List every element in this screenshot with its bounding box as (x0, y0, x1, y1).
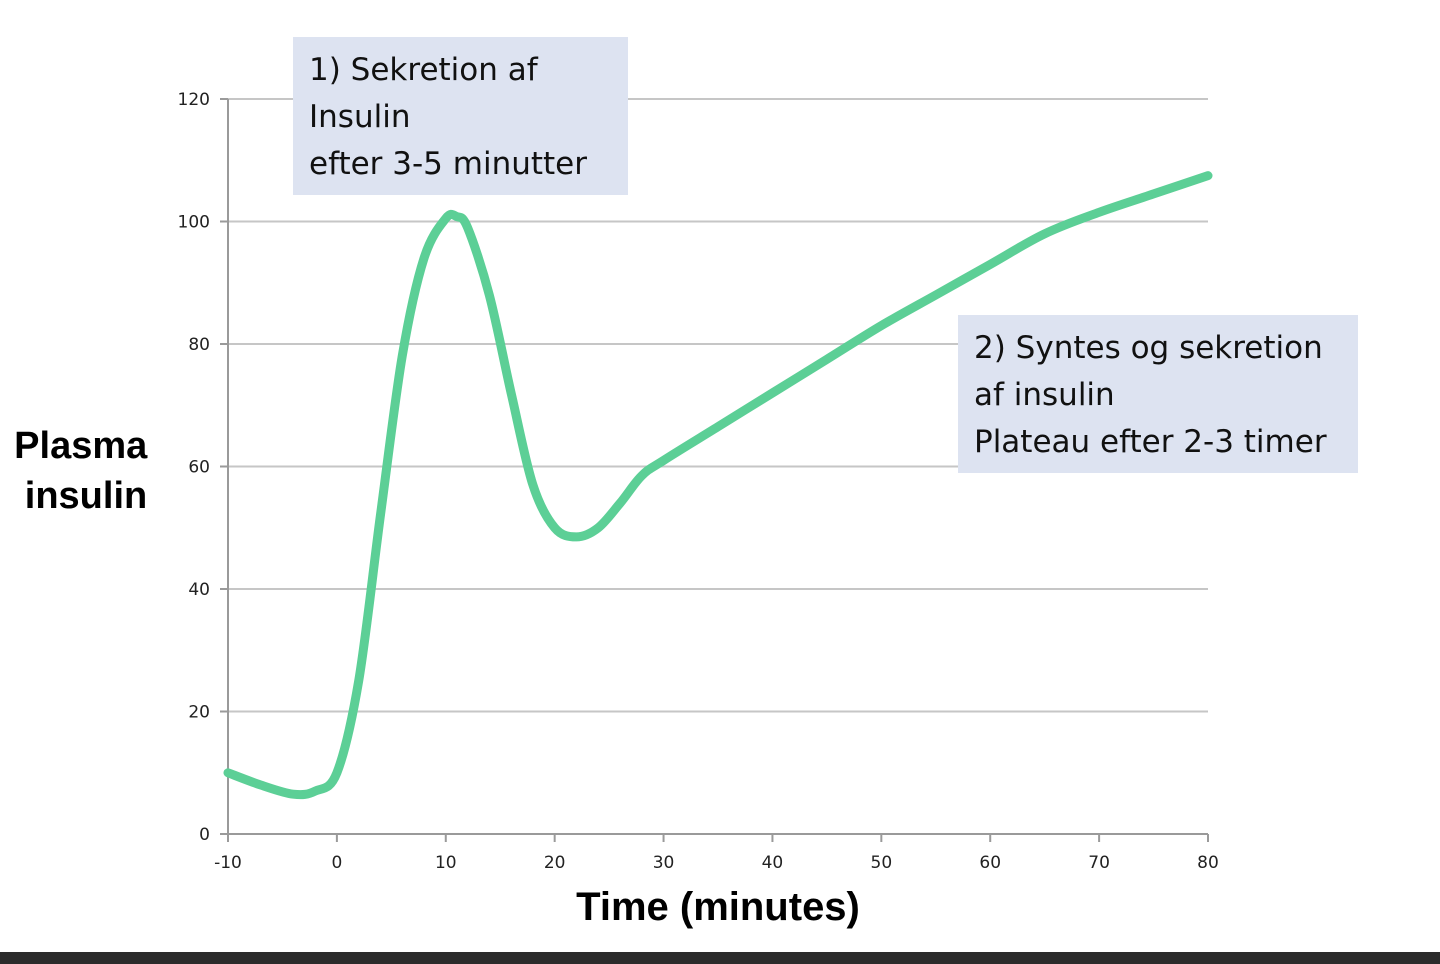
x-tick-label: 80 (1197, 853, 1219, 873)
series-line (223, 171, 1213, 800)
x-tick-label: 20 (544, 853, 566, 873)
y-tick-label: 120 (178, 90, 210, 110)
x-axis-label: Time (minutes) (576, 885, 860, 929)
annotation-first-phase: 1) Sekretion af Insulin efter 3-5 minutt… (293, 37, 628, 195)
annotation-line: efter 3-5 minutter (309, 146, 587, 182)
annotation-line: Plateau efter 2-3 timer (974, 424, 1327, 460)
x-tick-label: 10 (435, 853, 457, 873)
y-tick-label: 100 (178, 213, 210, 233)
y-tick-label: 0 (199, 825, 210, 845)
annotation-line: af insulin (974, 377, 1115, 413)
y-tick-label: 80 (188, 335, 210, 355)
annotation-line: Insulin (309, 99, 411, 135)
y-tick-label: 60 (188, 458, 210, 478)
x-tick-label: 50 (871, 853, 893, 873)
axes (220, 98, 1209, 842)
x-tick-label: -10 (214, 853, 242, 873)
x-tick-label: 30 (653, 853, 675, 873)
y-axis-label: Plasma insulin (14, 425, 158, 517)
bottom-border (0, 952, 1440, 964)
y-tick-label: 20 (188, 703, 210, 723)
y-tick-label: 40 (188, 580, 210, 600)
x-tick-label: 0 (331, 853, 342, 873)
y-axis-label-line-2: insulin (25, 475, 147, 517)
x-tick-label: 70 (1088, 853, 1110, 873)
annotation-second-phase: 2) Syntes og sekretion af insulin Platea… (958, 315, 1358, 473)
annotation-line: 2) Syntes og sekretion (974, 330, 1323, 366)
annotation-line: 1) Sekretion af (309, 52, 538, 88)
y-axis-label-line-1: Plasma (14, 425, 148, 467)
x-tick-label: 40 (762, 853, 784, 873)
series-layer (223, 171, 1213, 800)
x-tick-label: 60 (979, 853, 1001, 873)
